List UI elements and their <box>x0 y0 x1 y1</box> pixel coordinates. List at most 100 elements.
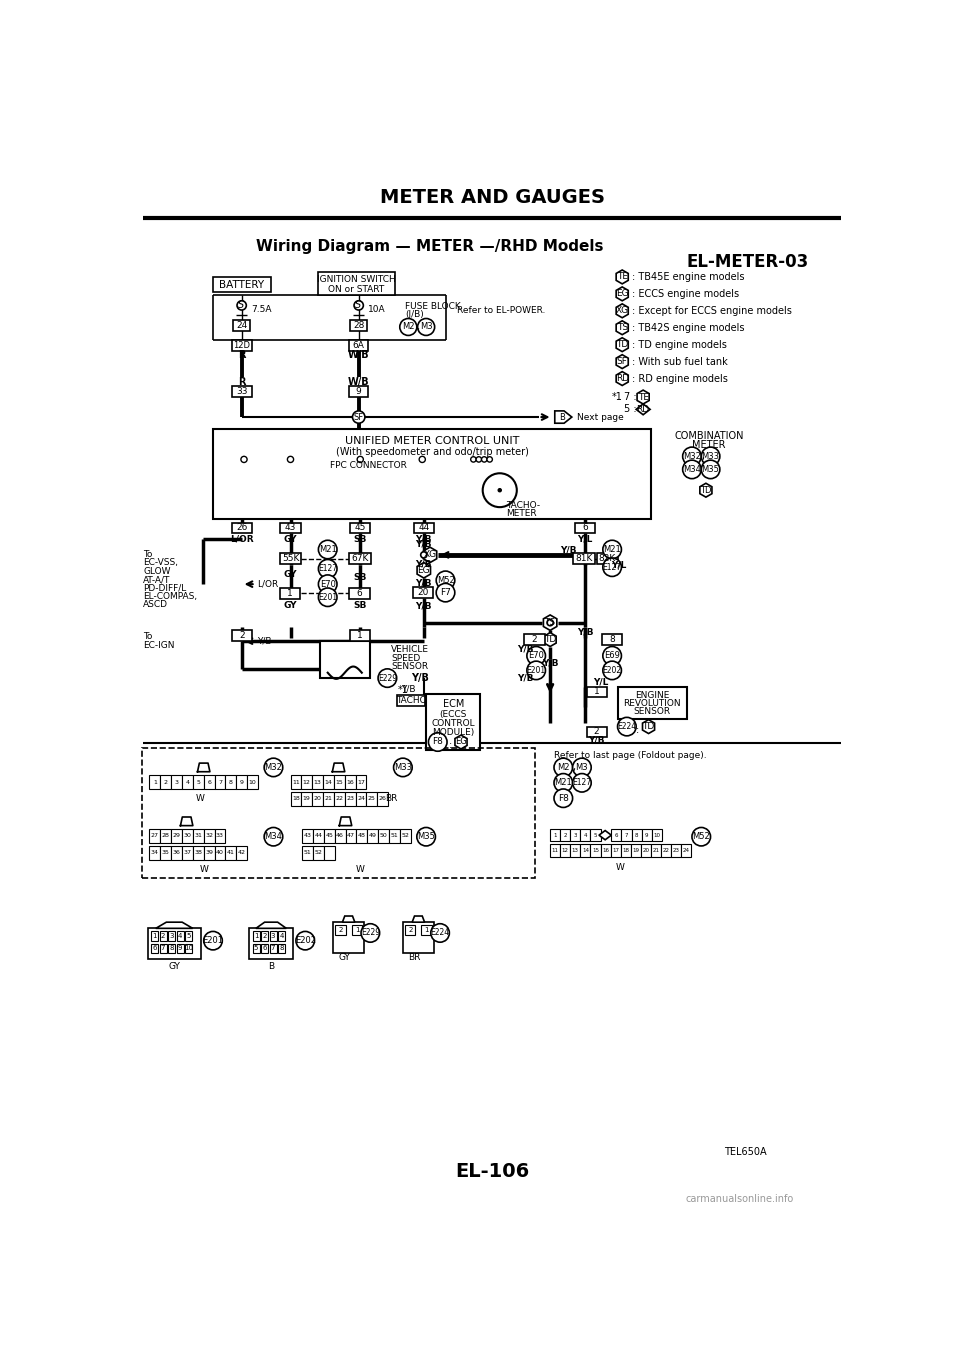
Bar <box>356 828 368 843</box>
Bar <box>349 386 368 397</box>
Text: B: B <box>268 963 275 971</box>
Text: 26: 26 <box>236 523 248 532</box>
Bar <box>213 277 271 292</box>
Text: : ECCS engine models: : ECCS engine models <box>632 289 738 299</box>
Text: 51: 51 <box>303 850 311 856</box>
Bar <box>226 846 236 860</box>
Bar <box>231 386 252 397</box>
Text: 10: 10 <box>653 832 660 838</box>
Text: BATTERY: BATTERY <box>220 280 265 289</box>
Text: To: To <box>143 550 153 558</box>
Bar <box>278 932 285 941</box>
Bar <box>351 925 362 934</box>
Text: F7: F7 <box>440 588 451 598</box>
Bar <box>231 340 252 350</box>
Text: COMBINATION: COMBINATION <box>674 432 744 441</box>
Text: E229: E229 <box>361 929 380 937</box>
Text: 43: 43 <box>303 834 312 838</box>
Text: 2: 2 <box>239 631 245 640</box>
Circle shape <box>470 456 476 462</box>
Bar <box>621 845 631 857</box>
Circle shape <box>399 319 417 335</box>
Polygon shape <box>642 720 655 733</box>
Text: 51: 51 <box>391 834 398 838</box>
Text: MODULE): MODULE) <box>432 728 474 737</box>
Text: TACHO-: TACHO- <box>506 501 540 511</box>
Text: L/OR: L/OR <box>229 535 253 545</box>
Text: E127: E127 <box>603 562 622 572</box>
Bar <box>302 828 313 843</box>
Bar <box>252 932 259 941</box>
Text: 81K: 81K <box>576 554 593 564</box>
Text: 33: 33 <box>236 387 248 397</box>
Bar <box>587 687 607 698</box>
Text: 55K: 55K <box>282 554 300 564</box>
Text: M32: M32 <box>265 763 282 771</box>
Text: SENSOR: SENSOR <box>392 663 428 671</box>
Bar <box>414 523 434 534</box>
Bar <box>318 273 396 296</box>
Text: 6A: 6A <box>352 341 365 350</box>
Bar <box>399 828 411 843</box>
Text: M35: M35 <box>418 832 435 841</box>
Text: ,: , <box>416 322 420 331</box>
Text: E201: E201 <box>203 936 224 945</box>
Bar <box>378 828 389 843</box>
Polygon shape <box>544 633 556 646</box>
Bar <box>601 845 611 857</box>
Circle shape <box>617 717 636 736</box>
Bar <box>313 846 324 860</box>
Text: : Except for ECCS engine models: : Except for ECCS engine models <box>632 306 791 316</box>
Text: 8: 8 <box>635 832 638 838</box>
Circle shape <box>701 447 720 466</box>
Circle shape <box>431 923 449 942</box>
Text: 9: 9 <box>645 832 648 838</box>
Text: M33: M33 <box>394 763 412 771</box>
Text: METER AND GAUGES: METER AND GAUGES <box>379 189 605 208</box>
Text: M35: M35 <box>702 464 719 474</box>
Bar <box>621 828 632 842</box>
Text: 20: 20 <box>418 588 429 598</box>
Bar <box>252 944 259 953</box>
Text: 2: 2 <box>594 728 599 736</box>
Text: Next page: Next page <box>577 413 624 421</box>
Text: 8: 8 <box>169 945 174 952</box>
Bar <box>171 828 182 843</box>
Bar <box>333 922 364 953</box>
Bar <box>652 828 661 842</box>
Text: 24: 24 <box>683 847 689 853</box>
Bar <box>590 845 601 857</box>
Text: 33: 33 <box>216 834 224 838</box>
Text: TS: TS <box>544 618 556 627</box>
Polygon shape <box>616 354 628 368</box>
Circle shape <box>287 456 294 463</box>
Circle shape <box>603 540 621 558</box>
Bar <box>236 846 247 860</box>
Bar <box>590 828 601 842</box>
Bar <box>573 553 595 564</box>
Text: Y/L: Y/L <box>593 678 609 686</box>
Text: 7: 7 <box>271 945 276 952</box>
Bar <box>301 792 312 805</box>
Bar <box>226 775 236 789</box>
Text: 3: 3 <box>573 832 577 838</box>
Text: GY: GY <box>168 963 180 971</box>
Circle shape <box>683 447 701 466</box>
Text: 20: 20 <box>314 797 322 801</box>
Text: RD: RD <box>615 373 629 383</box>
Text: carmanualsonline.info: carmanualsonline.info <box>685 1194 794 1203</box>
Text: 15: 15 <box>335 779 344 785</box>
Polygon shape <box>700 483 712 497</box>
Bar <box>185 932 192 941</box>
Text: ,: , <box>572 762 576 773</box>
Text: 25: 25 <box>368 797 375 801</box>
Text: Refer to last page (Foldout page).: Refer to last page (Foldout page). <box>554 751 707 760</box>
Bar <box>681 845 691 857</box>
Circle shape <box>683 460 701 478</box>
Text: E202: E202 <box>603 665 622 675</box>
Text: EL-METER-03: EL-METER-03 <box>686 253 809 270</box>
Text: M33: M33 <box>702 452 720 460</box>
Text: (With speedometer and odo/trip meter): (With speedometer and odo/trip meter) <box>335 447 528 456</box>
Polygon shape <box>423 547 437 562</box>
Bar <box>250 929 293 959</box>
